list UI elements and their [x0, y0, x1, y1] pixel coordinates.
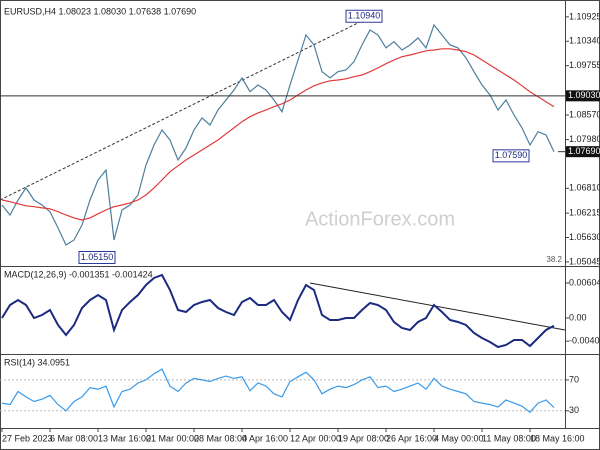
x-tick-label: 6 Mar 08:00 [50, 433, 98, 443]
annotation-label: 1.05150 [81, 252, 114, 262]
y-tick-label: 1.10340 [569, 36, 600, 46]
trend-line [309, 282, 566, 331]
y-tick-label: 1.05045 [569, 256, 600, 266]
x-tick-label: 26 Apr 16:00 [386, 433, 437, 443]
annotation-box [492, 149, 530, 163]
x-tick-label: 11 May 08:00 [482, 433, 536, 443]
x-tick-label: 27 Feb 2023 [2, 433, 53, 443]
panel-title: EURUSD,H4 1.08023 1.08030 1.07638 1.0769… [4, 6, 196, 16]
level-label-bg [566, 90, 600, 102]
y-tick-label: -0.004005 [569, 336, 600, 346]
x-tick-label: 4 May 00:00 [434, 433, 484, 443]
last-price-label: 1.07690 [568, 146, 600, 156]
y-tick-label: 1.10925 [569, 11, 600, 21]
x-tick-label: 4 Apr 16:00 [242, 433, 288, 443]
y-tick-label: 0.00 [569, 312, 587, 322]
level-label: 1.09030 [568, 90, 600, 100]
fib-label: 38.2 [546, 255, 562, 264]
last-price-bg [566, 146, 600, 158]
y-tick-label: 1.07980 [569, 134, 600, 144]
x-tick-label: 19 Apr 08:00 [338, 433, 389, 443]
y-tick-label: 0.006049 [569, 277, 600, 287]
x-tick-label: 21 Mar 00:00 [146, 433, 199, 443]
panel-title: MACD(12,26,9) -0.001351 -0.001424 [4, 269, 153, 279]
annotation-box [78, 251, 116, 264]
x-tick-label: 13 Mar 16:00 [98, 433, 151, 443]
y-tick-label: 1.06215 [569, 208, 600, 218]
series-line [1, 273, 555, 349]
y-tick-label: 70 [569, 374, 579, 384]
y-tick-label: 1.08570 [569, 109, 600, 119]
series-line [1, 368, 555, 414]
annotation-box [345, 9, 383, 23]
y-tick-label: 30 [569, 405, 579, 415]
x-tick-label: 28 Mar 08:00 [194, 433, 247, 443]
watermark: ActionForex.com [305, 208, 455, 230]
series-line [1, 48, 555, 221]
annotation-label: 1.10940 [348, 11, 381, 21]
y-tick-label: 1.05630 [569, 232, 600, 242]
series-line [1, 23, 555, 246]
trend-line [0, 12, 379, 201]
annotation-label: 1.07590 [495, 150, 528, 160]
x-tick-label: 12 Apr 00:00 [290, 433, 341, 443]
y-tick-label: 1.09755 [569, 60, 600, 70]
x-tick-label: 18 May 16:00 [530, 433, 585, 443]
panel-title: RSI(14) 34.0951 [4, 357, 70, 367]
y-tick-label: 1.06810 [569, 183, 600, 193]
